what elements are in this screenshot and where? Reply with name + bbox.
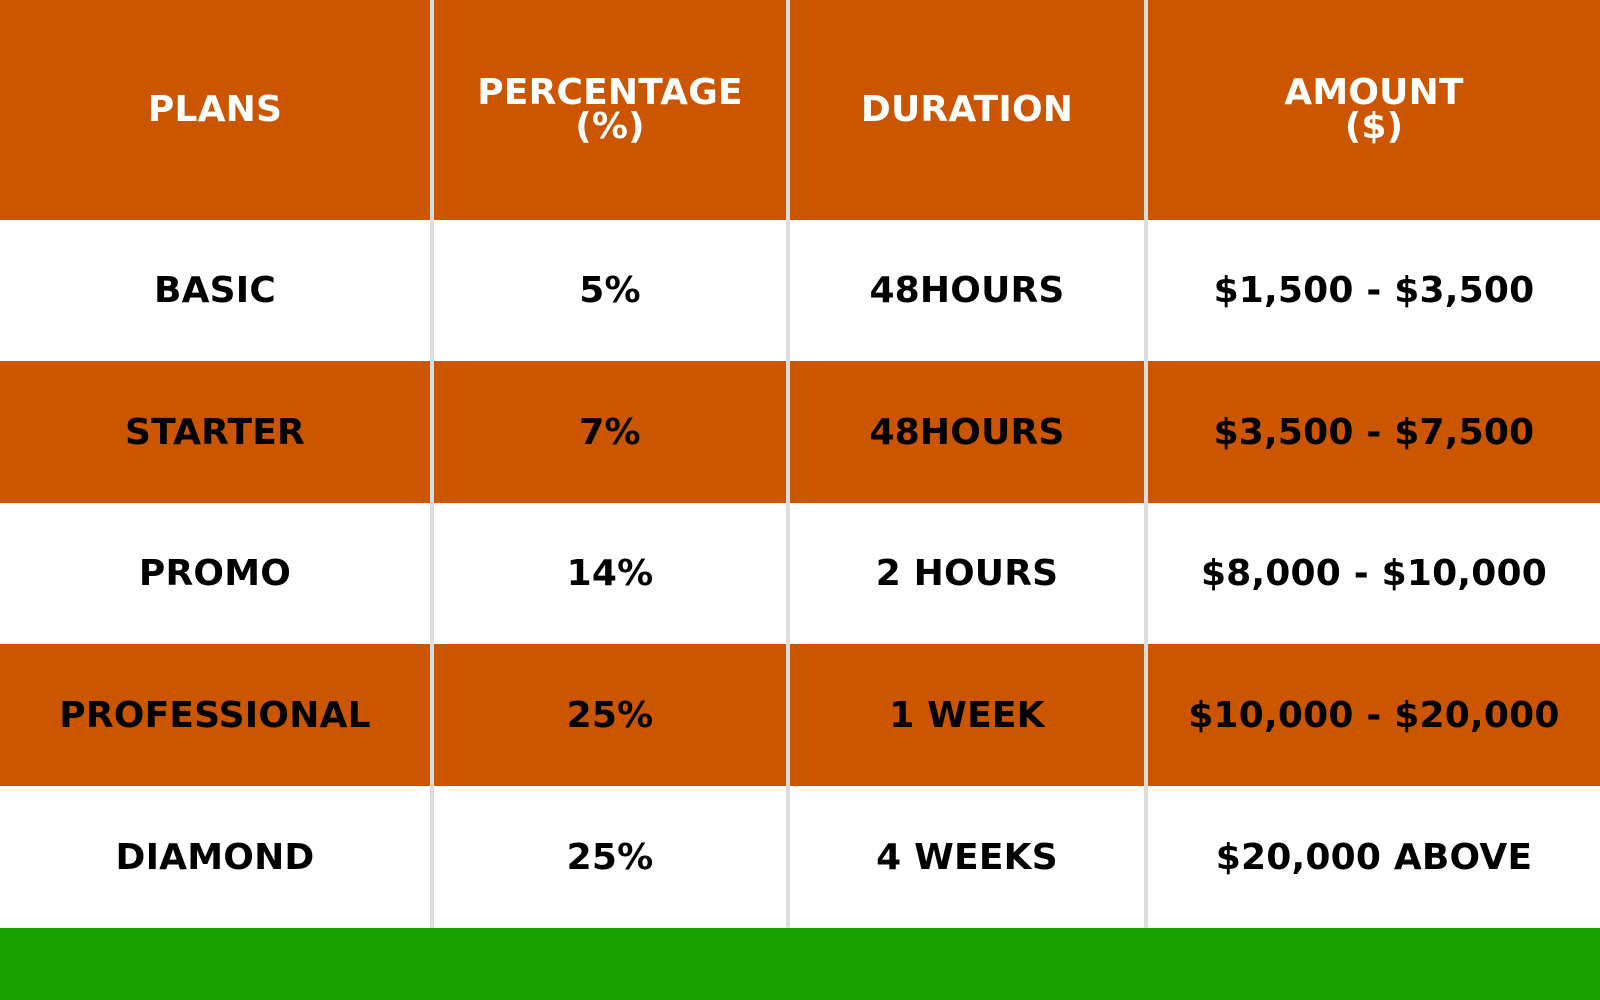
cell-plan-basic: BASIC bbox=[0, 220, 434, 361]
cell-duration-basic: 48HOURS bbox=[790, 220, 1148, 361]
header-duration-label: DURATION bbox=[860, 89, 1074, 130]
header-plans-label: PLANS bbox=[147, 89, 283, 130]
header-duration: DURATION bbox=[790, 0, 1148, 220]
header-amount-unit: ($) bbox=[1344, 106, 1404, 147]
plans-table: PLANS PERCENTAGE (%) DURATION AMOUNT ($)… bbox=[0, 0, 1600, 928]
cell-percentage-professional: 25% bbox=[434, 644, 790, 786]
cell-amount-starter: $3,500 - $7,500 bbox=[1148, 361, 1600, 503]
cell-percentage-basic: 5% bbox=[434, 220, 790, 361]
header-percentage-label: PERCENTAGE bbox=[477, 72, 743, 113]
header-percentage-unit: (%) bbox=[575, 106, 645, 147]
cell-plan-professional: PROFESSIONAL bbox=[0, 644, 434, 786]
cell-amount-basic: $1,500 - $3,500 bbox=[1148, 220, 1600, 361]
header-amount-label: AMOUNT bbox=[1284, 72, 1464, 113]
cell-plan-promo: PROMO bbox=[0, 503, 434, 644]
cell-duration-starter: 48HOURS bbox=[790, 361, 1148, 503]
cell-amount-diamond: $20,000 ABOVE bbox=[1148, 786, 1600, 928]
footer-bar bbox=[0, 928, 1600, 1000]
cell-duration-professional: 1 WEEK bbox=[790, 644, 1148, 786]
cell-plan-starter: STARTER bbox=[0, 361, 434, 503]
cell-amount-professional: $10,000 - $20,000 bbox=[1148, 644, 1600, 786]
header-percentage: PERCENTAGE (%) bbox=[434, 0, 790, 220]
header-amount: AMOUNT ($) bbox=[1148, 0, 1600, 220]
cell-duration-diamond: 4 WEEKS bbox=[790, 786, 1148, 928]
cell-amount-promo: $8,000 - $10,000 bbox=[1148, 503, 1600, 644]
cell-percentage-starter: 7% bbox=[434, 361, 790, 503]
cell-percentage-diamond: 25% bbox=[434, 786, 790, 928]
cell-duration-promo: 2 HOURS bbox=[790, 503, 1148, 644]
cell-percentage-promo: 14% bbox=[434, 503, 790, 644]
cell-plan-diamond: DIAMOND bbox=[0, 786, 434, 928]
header-plans: PLANS bbox=[0, 0, 434, 220]
